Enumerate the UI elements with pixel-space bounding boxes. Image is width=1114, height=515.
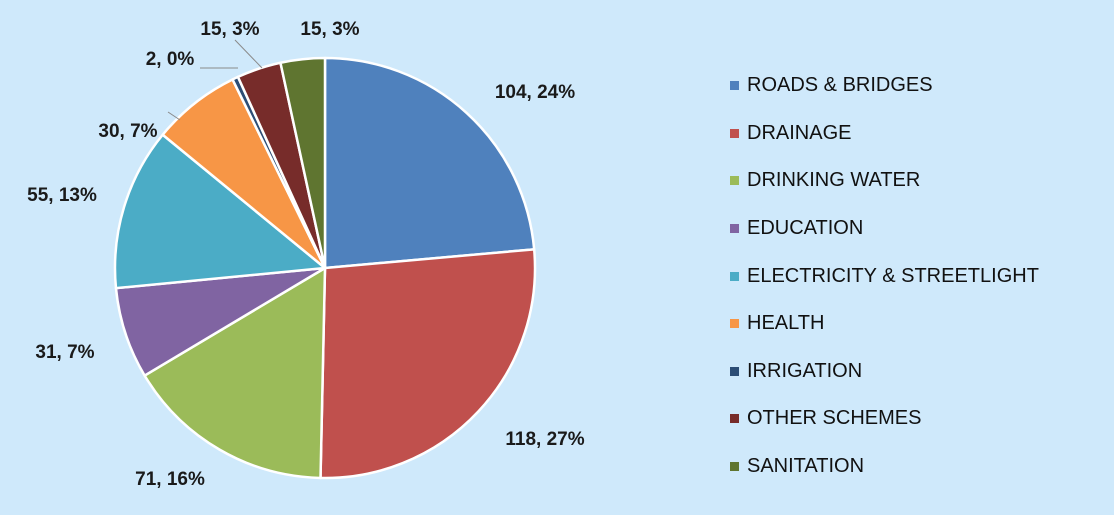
pie-plot-area: 104, 24% 118, 27% 71, 16% 31, 7% 55, 13% 30, … [27, 19, 585, 490]
legend: ROADS & BRIDGES DRAINAGE DRINKING WATER EDU… [730, 62, 1039, 490]
pie-slice-sanitation [279, 56, 327, 270]
leader-line-health [167, 111, 181, 121]
legend-label: SANITATION [747, 455, 865, 478]
leader-lines [167, 39, 263, 121]
legend-item-health: HEALTH [730, 300, 1039, 348]
legend-item-drinking-water: DRINKING WATER [730, 157, 1039, 205]
legend-item-education: EDUCATION [730, 205, 1039, 253]
legend-label: DRINKING WATER [747, 169, 921, 192]
pie-slice-drainage [319, 248, 537, 480]
legend-label: DRAINAGE [747, 121, 852, 144]
data-label-health: 30, 7% [98, 121, 157, 142]
legend-label: ROADS & BRIDGES [747, 74, 933, 97]
legend-swatch [730, 81, 739, 91]
pie-slice-roads-and-bridges [323, 56, 536, 270]
legend-swatch [730, 414, 739, 424]
legend-swatch [730, 366, 739, 376]
legend-item-drainage: DRAINAGE [730, 110, 1039, 158]
legend-item-other-schemes: OTHER SCHEMES [730, 395, 1039, 443]
legend-item-sanitation: SANITATION [730, 443, 1039, 491]
leader-line-other-schemes [234, 39, 263, 69]
pie-slices [113, 56, 537, 480]
legend-label: IRRIGATION [747, 359, 863, 382]
data-labels: 104, 24% 118, 27% 71, 16% 31, 7% 55, 13% 30, … [27, 19, 585, 490]
legend-item-electricity-and-streetlight: ELECTRICITY & STREETLIGHT [730, 252, 1039, 300]
data-label-drainage: 118, 27% [505, 429, 584, 450]
legend-label: EDUCATION [747, 217, 864, 240]
legend-item-roads-and-bridges: ROADS & BRIDGES [730, 62, 1039, 110]
legend-swatch [730, 128, 739, 138]
legend-label: OTHER SCHEMES [747, 407, 922, 430]
data-label-drinking-water: 71, 16% [135, 469, 205, 490]
data-label-other-schemes: 15, 3% [200, 19, 259, 40]
data-label-education: 31, 7% [35, 342, 94, 363]
legend-swatch [730, 224, 739, 234]
data-label-irrigation: 2, 0% [146, 49, 195, 70]
pie-slice-drinking-water [143, 266, 327, 480]
legend-label: HEALTH [747, 312, 825, 335]
data-label-electricity-and-streetlight: 55, 13% [27, 185, 97, 206]
pie-slice-electricity-and-streetlight [113, 133, 327, 290]
legend-swatch [730, 462, 739, 472]
data-label-roads-and-bridges: 104, 24% [495, 82, 575, 103]
data-label-sanitation: 15, 3% [300, 19, 359, 40]
legend-swatch [730, 176, 739, 186]
legend-swatch [730, 319, 739, 329]
legend-label: ELECTRICITY & STREETLIGHT [747, 264, 1039, 287]
legend-item-irrigation: IRRIGATION [730, 348, 1039, 396]
legend-swatch [730, 271, 739, 281]
